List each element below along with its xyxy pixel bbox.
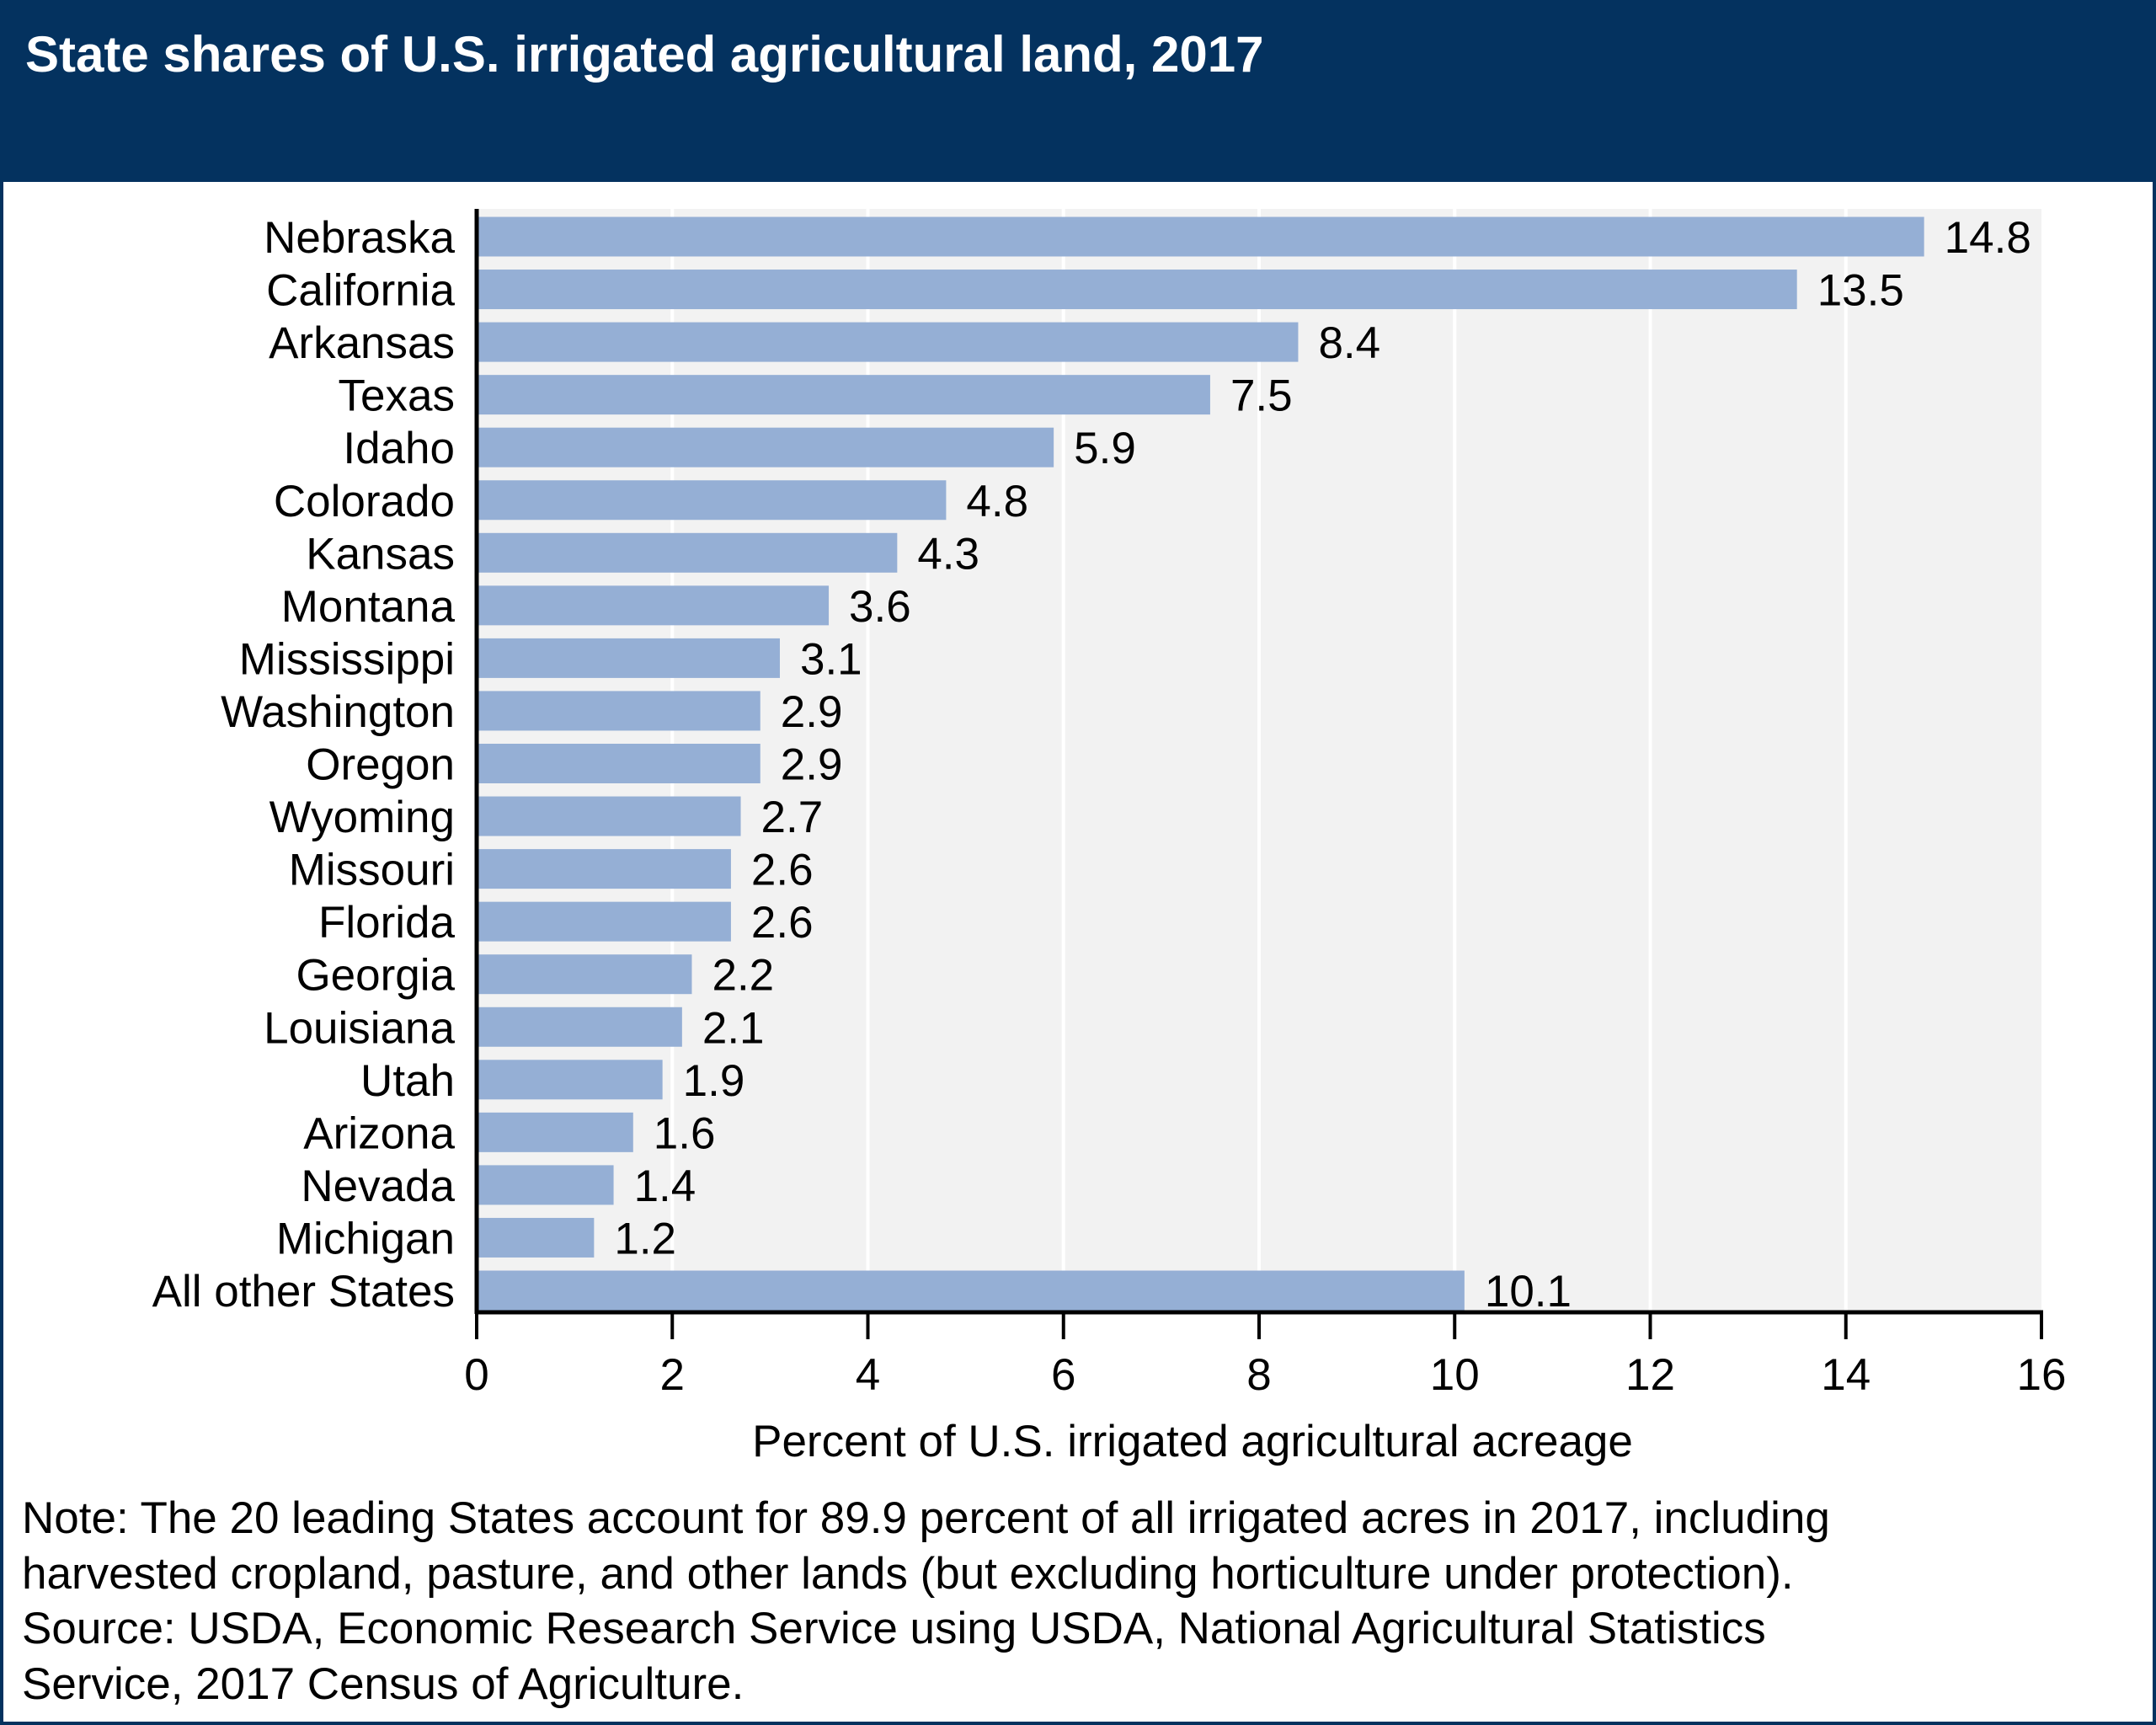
bar bbox=[477, 1217, 595, 1258]
category-label: Arizona bbox=[303, 1108, 455, 1158]
category-label: Montana bbox=[281, 582, 456, 632]
note-text: Note: The 20 leading States account for … bbox=[22, 1491, 1830, 1712]
bar bbox=[477, 427, 1054, 467]
chart-title: State shares of U.S. irrigated agricultu… bbox=[25, 26, 1264, 83]
x-axis-label: Percent of U.S. irrigated agricultural a… bbox=[752, 1417, 1633, 1466]
x-tick-label: 16 bbox=[2017, 1350, 2067, 1400]
data-label: 14.8 bbox=[1945, 213, 2031, 263]
bar bbox=[477, 954, 692, 995]
x-tick-label: 0 bbox=[464, 1350, 488, 1400]
category-labels: NebraskaCaliforniaArkansasTexasIdahoColo… bbox=[152, 213, 456, 1316]
data-label: 1.4 bbox=[634, 1162, 696, 1211]
category-label: Georgia bbox=[296, 951, 455, 1001]
data-label: 10.1 bbox=[1485, 1267, 1572, 1316]
axes bbox=[474, 209, 2043, 1339]
bar bbox=[477, 1270, 1465, 1311]
bar bbox=[477, 901, 731, 942]
data-label: 1.2 bbox=[614, 1214, 676, 1263]
bar bbox=[477, 1060, 663, 1100]
bar bbox=[477, 744, 760, 783]
x-tick-label: 4 bbox=[856, 1350, 880, 1400]
data-label: 2.6 bbox=[751, 846, 814, 895]
bar bbox=[477, 1112, 633, 1152]
category-label: Nebraska bbox=[264, 213, 455, 263]
bar bbox=[477, 796, 741, 836]
bar bbox=[477, 1007, 682, 1047]
category-label: Arkansas bbox=[269, 318, 455, 368]
bar bbox=[477, 216, 1924, 257]
data-label: 5.9 bbox=[1074, 424, 1136, 473]
data-label: 2.9 bbox=[781, 687, 843, 737]
category-label: Kansas bbox=[306, 529, 455, 579]
bars bbox=[477, 216, 1924, 1311]
x-tick-label: 6 bbox=[1051, 1350, 1075, 1400]
x-tick-label: 10 bbox=[1430, 1350, 1480, 1400]
x-tick-label: 2 bbox=[660, 1350, 685, 1400]
data-label: 2.2 bbox=[712, 951, 774, 1001]
data-label: 3.1 bbox=[800, 634, 862, 684]
header-banner: State shares of U.S. irrigated agricultu… bbox=[0, 0, 2156, 182]
bar bbox=[477, 849, 731, 889]
category-label: Wyoming bbox=[270, 793, 455, 842]
category-label: Washington bbox=[221, 687, 455, 737]
data-label: 1.6 bbox=[654, 1108, 716, 1158]
category-label: Florida bbox=[318, 898, 456, 948]
bar bbox=[477, 532, 898, 573]
bar bbox=[477, 638, 780, 678]
x-tick-label: 12 bbox=[1625, 1350, 1675, 1400]
category-label: Colorado bbox=[274, 477, 455, 526]
data-label: 4.3 bbox=[917, 529, 979, 579]
bar bbox=[477, 270, 1797, 310]
data-label: 13.5 bbox=[1817, 266, 1904, 316]
tick-labels: 0 2 4 6 8 10 12 14 16 bbox=[464, 1350, 2066, 1400]
category-label: Mississippi bbox=[239, 634, 455, 684]
data-label: 2.1 bbox=[702, 1003, 765, 1053]
data-label: 2.7 bbox=[761, 793, 824, 842]
data-label: 7.5 bbox=[1230, 371, 1293, 421]
data-label: 1.9 bbox=[683, 1056, 745, 1106]
category-label: California bbox=[266, 266, 455, 316]
note-line: Note: The 20 leading States account for … bbox=[22, 1493, 1830, 1543]
data-label: 2.6 bbox=[751, 898, 814, 948]
category-label: Utah bbox=[360, 1056, 455, 1106]
bar bbox=[477, 691, 760, 731]
category-label: Oregon bbox=[306, 740, 455, 790]
bar bbox=[477, 1165, 614, 1205]
value-labels: 14.813.58.47.55.94.84.33.63.12.92.92.72.… bbox=[614, 213, 2031, 1316]
bar bbox=[477, 322, 1299, 362]
category-label: Louisiana bbox=[264, 1003, 455, 1053]
category-label: Missouri bbox=[289, 846, 455, 895]
category-label: Michigan bbox=[276, 1214, 455, 1263]
bar bbox=[477, 480, 947, 521]
category-label: All other States bbox=[152, 1267, 455, 1316]
x-tick-label: 14 bbox=[1821, 1350, 1870, 1400]
note-line: Service, 2017 Census of Agriculture. bbox=[22, 1658, 744, 1709]
note-line: harvested cropland, pasture, and other l… bbox=[22, 1548, 1794, 1599]
bar bbox=[477, 585, 830, 626]
data-label: 4.8 bbox=[966, 477, 1028, 526]
data-label: 2.9 bbox=[781, 740, 843, 790]
data-label: 8.4 bbox=[1318, 318, 1380, 368]
bar bbox=[477, 375, 1210, 415]
category-label: Texas bbox=[339, 371, 455, 421]
category-label: Idaho bbox=[343, 424, 455, 473]
note-line: Source: USDA, Economic Research Service … bbox=[22, 1604, 1766, 1653]
category-label: Nevada bbox=[301, 1162, 455, 1211]
data-label: 3.6 bbox=[849, 582, 911, 632]
x-tick-label: 8 bbox=[1246, 1350, 1271, 1400]
